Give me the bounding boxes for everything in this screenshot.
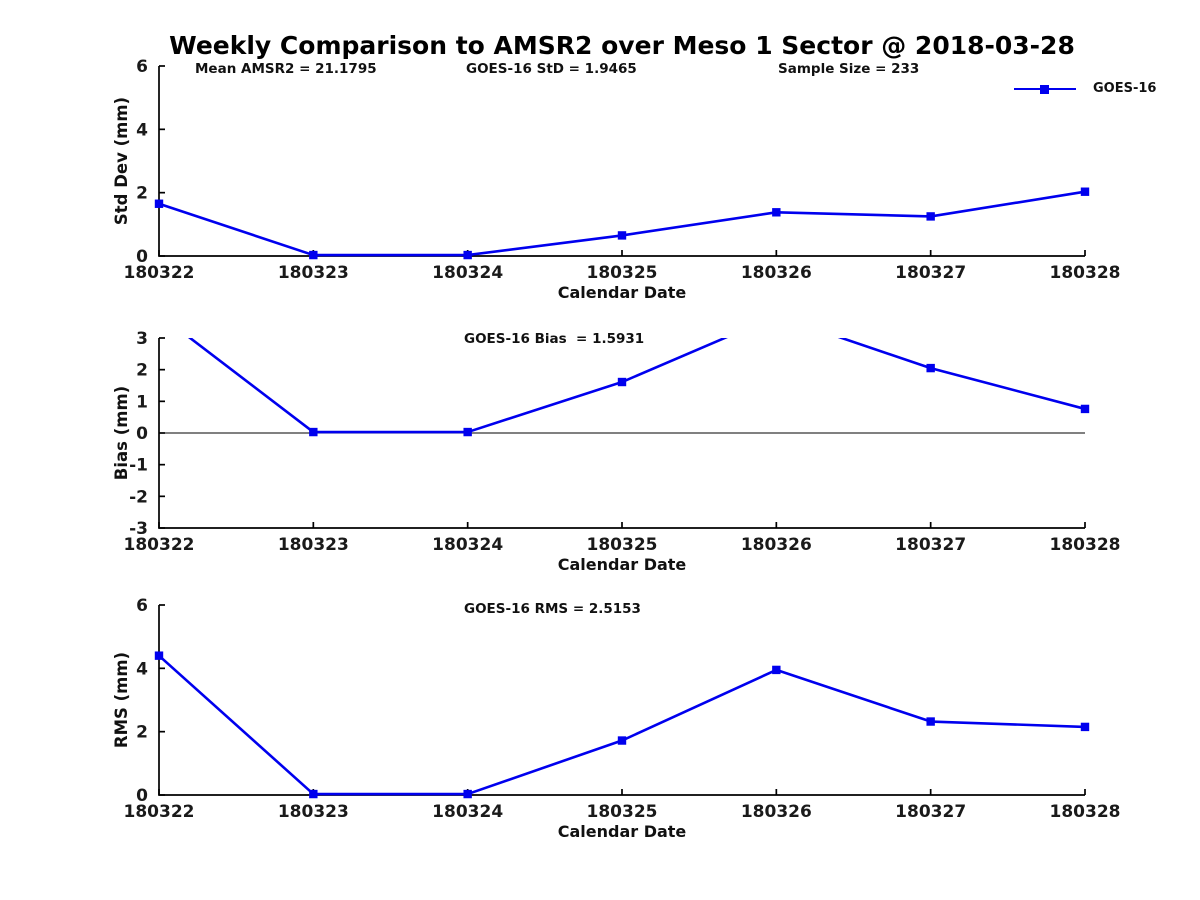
- y-tick-label: 0: [136, 786, 148, 806]
- stat-sample-size: Sample Size = 233: [778, 61, 920, 77]
- x-tick-label: 180327: [895, 263, 966, 283]
- subplot-std-dev: 0 2 4 6 180322 180323 180324 180325 180326 180327…: [124, 57, 1121, 283]
- legend-line-sample: [1014, 80, 1076, 98]
- x-tick-label: 180322: [124, 802, 195, 822]
- xlabel-calendar-date-3: Calendar Date: [557, 822, 687, 841]
- x-tick-label: 180324: [432, 263, 503, 283]
- y-tick-label: 1: [136, 392, 148, 412]
- x-tick-label: 180324: [432, 802, 503, 822]
- x-tick-label: 180323: [278, 263, 349, 283]
- data-point-marker: [772, 208, 781, 217]
- page-title: Weekly Comparison to AMSR2 over Meso 1 S…: [169, 31, 1075, 60]
- GOES-16-line: [158, 654, 1086, 796]
- data-point-marker: [926, 717, 935, 726]
- y-tick-label: 0: [136, 424, 148, 444]
- data-point-marker: [309, 427, 318, 437]
- x-tick-label: 180325: [587, 802, 658, 822]
- GOES-16-line: [158, 190, 1086, 257]
- data-point-marker: [926, 363, 935, 373]
- x-tick-label: 180326: [741, 263, 812, 283]
- subplot-bias: -3 -2 -1 0 1 2 3 180322 180323 180324 180325 180326…: [124, 329, 1121, 555]
- x-tick-label: 180328: [1050, 263, 1121, 283]
- y-tick-label: 3: [136, 329, 148, 349]
- stat-goes16-std: GOES-16 StD = 1.9465: [466, 61, 637, 77]
- x-tick-label: 180328: [1050, 535, 1121, 555]
- data-point-marker: [463, 427, 472, 437]
- y-tick-label: 6: [136, 596, 148, 616]
- annotation-rms: GOES-16 RMS = 2.5153: [464, 601, 641, 617]
- data-point-marker: [1080, 187, 1090, 196]
- y-tick-label: 6: [136, 57, 148, 77]
- legend: GOES-16: [1014, 80, 1156, 98]
- x-tick-label: 180328: [1050, 802, 1121, 822]
- xlabel-calendar-date-2: Calendar Date: [557, 555, 687, 574]
- x-tick-label: 180322: [124, 535, 195, 555]
- x-tick-label: 180326: [741, 802, 812, 822]
- legend-square-marker-icon: [1040, 84, 1049, 94]
- y-tick-label: 4: [136, 120, 148, 140]
- x-tick-label: 180324: [432, 535, 503, 555]
- y-tick-label: 2: [136, 361, 148, 381]
- x-tick-label: 180323: [278, 535, 349, 555]
- x-tick-label: 180327: [895, 535, 966, 555]
- data-point-marker: [926, 212, 935, 221]
- data-point-marker: [463, 789, 472, 799]
- data-point-marker: [154, 651, 164, 660]
- x-tick-label: 180323: [278, 802, 349, 822]
- stat-mean-amsr2: Mean AMSR2 = 21.1795: [195, 61, 377, 77]
- y-tick-label: 0: [136, 247, 148, 267]
- xlabel-calendar-date-1: Calendar Date: [557, 283, 687, 302]
- legend-label: GOES-16: [1093, 81, 1157, 96]
- x-tick-label: 180327: [895, 802, 966, 822]
- x-tick-label: 180325: [587, 535, 658, 555]
- data-point-marker: [154, 199, 164, 208]
- x-tick-label: 180322: [124, 263, 195, 283]
- ylabel-rms: RMS (mm): [112, 651, 131, 749]
- data-point-marker: [309, 789, 318, 799]
- data-point-marker: [463, 250, 472, 260]
- y-tick-label: -2: [129, 487, 148, 507]
- data-point-marker: [1080, 722, 1090, 732]
- ylabel-std-dev: Std Dev (mm): [112, 96, 131, 226]
- y-tick-label: -3: [129, 519, 148, 539]
- y-tick-label: 2: [136, 723, 148, 743]
- data-point-marker: [309, 250, 318, 260]
- x-tick-label: 180325: [587, 263, 658, 283]
- axes-spines: [158, 66, 1085, 257]
- axes-spines: [158, 605, 1085, 796]
- subplot-rms: 0 2 4 6 180322 180323 180324 180325 180326 180327…: [124, 596, 1121, 822]
- data-point-marker: [1080, 404, 1090, 414]
- data-point-marker: [772, 665, 781, 675]
- y-tick-label: 4: [136, 659, 148, 679]
- annotation-bias: GOES-16 Bias = 1.5931: [464, 331, 645, 347]
- y-tick-label: 2: [136, 184, 148, 204]
- x-tick-label: 180326: [741, 535, 812, 555]
- data-point-marker: [617, 377, 627, 387]
- ylabel-bias: Bias (mm): [112, 385, 131, 481]
- y-tick-label: -1: [129, 456, 148, 476]
- data-point-marker: [617, 736, 627, 745]
- data-point-marker: [617, 231, 627, 240]
